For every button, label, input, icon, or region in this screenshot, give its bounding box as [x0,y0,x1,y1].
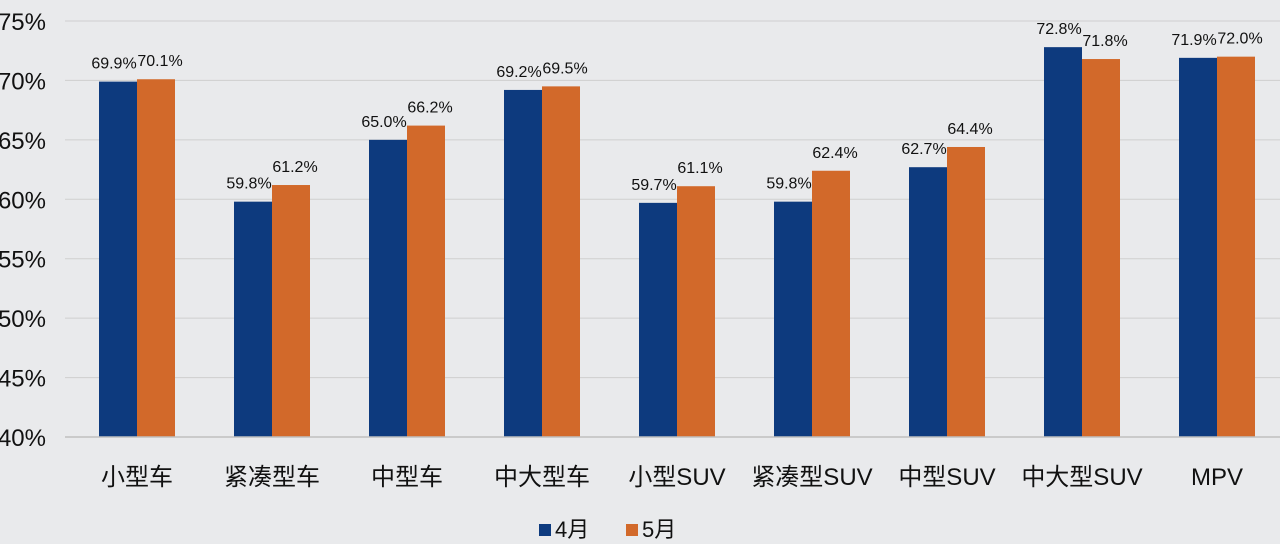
data-label: 61.2% [272,159,317,176]
data-label: 62.4% [812,145,857,162]
bar-april [99,81,137,438]
bar-may [407,125,445,437]
legend-label: 4月 [555,517,589,542]
data-label: 69.5% [542,60,587,77]
legend-swatch [539,524,551,536]
y-tick-label: 65% [0,128,46,155]
y-tick-label: 50% [0,306,46,333]
y-tick-label: 75% [0,9,46,36]
data-label: 65.0% [361,114,406,131]
bar-april [369,139,407,437]
data-label: 72.8% [1036,21,1081,38]
bar-april [1044,47,1082,438]
y-tick-label: 60% [0,187,46,214]
bar-may [272,185,310,437]
data-labels: 69.9% 70.1%59.8%61.2%65.0%66.2%69.2% 69.5%… [91,21,1262,194]
data-label: 61.1% [677,160,722,177]
bar-may [1217,56,1255,438]
x-category-label: 小型SUV [628,464,725,491]
y-tick-label: 55% [0,247,46,274]
x-category-label: 中型SUV [898,464,995,491]
bar-may [947,146,985,437]
x-category-label: 中型车 [371,464,443,491]
x-category-label: 中大型车 [494,464,590,491]
x-category-label: 紧凑型SUV [751,464,872,491]
bar-april [504,89,542,438]
legend-swatch [626,524,638,536]
bar-may [1082,59,1120,437]
x-category-label: 紧凑型车 [224,464,320,491]
data-label: 69.2% [496,64,541,81]
data-label: 59.8% [766,176,811,193]
data-label: 71.8% [1082,33,1127,50]
bar-april [774,201,812,437]
x-category-label: 中大型SUV [1021,464,1142,491]
legend-label: 5月 [642,517,676,542]
data-label: 71.9% [1171,32,1216,49]
bar-april [1179,57,1217,438]
data-label: 66.2% [407,100,452,117]
bar-may [812,170,850,437]
bar-april [909,167,947,438]
bar-may [542,86,580,437]
bars [99,47,1255,438]
data-label: 70.1% [137,53,182,70]
y-tick-label: 45% [0,366,46,393]
x-axis-categories: 小型车 紧凑型车 中型车 中大型车 小型SUV 紧凑型SUV 中型SUV 中大型SUV MPV [101,464,1243,491]
y-tick-label: 70% [0,68,46,95]
y-tick-label: 40% [0,425,46,452]
data-label: 59.8% [226,176,271,193]
x-category-label: 小型车 [101,464,173,491]
data-label: 72.0% [1217,31,1262,48]
data-label: 59.7% [631,177,676,194]
x-category-label: MPV [1191,464,1243,491]
legend: 4月 5月 [539,517,676,542]
data-label: 64.4% [947,121,992,138]
data-label: 62.7% [901,141,946,158]
bar-may [137,79,175,438]
y-axis-ticks: 40% 45% 50% 55% 60% 65% 70% 75% [0,9,46,452]
bar-april [234,201,272,437]
bar-may [677,186,715,437]
bar-april [639,202,677,437]
data-label: 69.9% [91,56,136,73]
